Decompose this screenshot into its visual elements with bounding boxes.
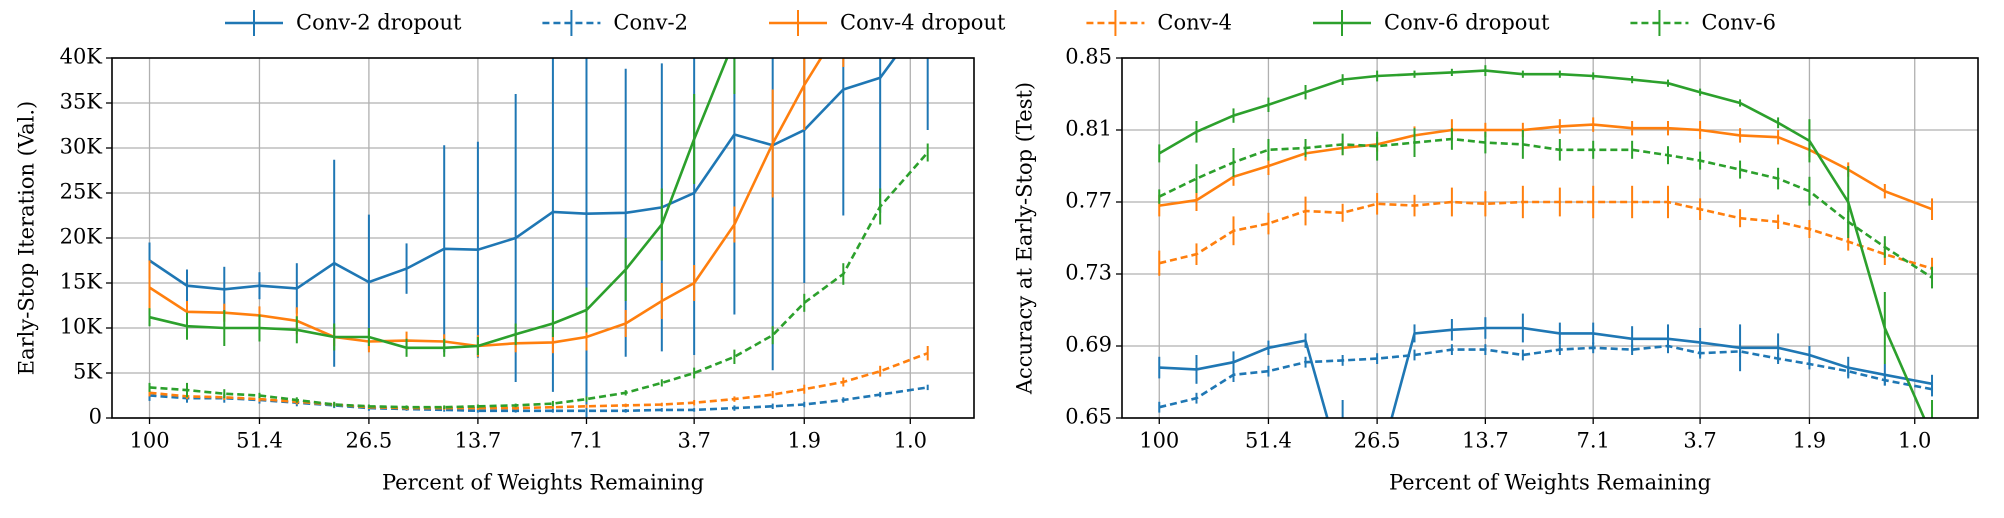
y-tick-label: 30K	[60, 135, 103, 159]
x-tick-label: 51.4	[236, 429, 283, 453]
x-tick-label: 100	[129, 429, 169, 453]
x-tick-label: 100	[1139, 429, 1179, 453]
plot-area	[1158, 65, 1934, 418]
series-line	[1158, 344, 1933, 409]
series-line	[1158, 200, 1933, 270]
y-tick-label: 40K	[60, 45, 103, 69]
x-tick-label: 7.1	[570, 429, 603, 453]
series-line	[1158, 137, 1933, 279]
legend-label: Conv-6 dropout	[1384, 11, 1550, 35]
series-line	[148, 58, 823, 348]
axes-frame	[1121, 57, 1979, 419]
series-line	[149, 151, 929, 409]
x-tick-label: 1.9	[1793, 429, 1826, 453]
legend-label: Conv-2	[613, 11, 688, 35]
y-tick-label: 0.85	[1065, 45, 1112, 69]
y-tick-label: 0.65	[1065, 405, 1112, 429]
series-line	[1158, 69, 1926, 418]
x-tick-label: 26.5	[1354, 429, 1401, 453]
series-line	[1159, 326, 1933, 418]
x-tick-label: 7.1	[1576, 429, 1609, 453]
legend-label: Conv-2 dropout	[296, 11, 462, 35]
series-line	[148, 58, 897, 291]
legend-item: Conv-2 dropout	[225, 10, 462, 36]
x-tick-label: 3.7	[677, 429, 710, 453]
y-tick-label: 10K	[60, 315, 103, 339]
legend-label: Conv-4 dropout	[840, 11, 1006, 35]
legend-item: Conv-2	[542, 10, 688, 36]
x-tick-label: 26.5	[346, 429, 393, 453]
x-tick-label: 3.7	[1683, 429, 1716, 453]
y-tick-label: 0.81	[1065, 117, 1112, 141]
y-tick-label: 0.69	[1065, 333, 1112, 357]
plot-area	[148, 58, 929, 418]
x-axis-label: Percent of Weights Remaining	[1389, 471, 1711, 495]
x-tick-label: 1.0	[894, 429, 927, 453]
y-tick-label: 15K	[60, 270, 103, 294]
series-line	[149, 351, 929, 410]
y-tick-label: 20K	[60, 225, 103, 249]
y-tick-label: 35K	[60, 90, 103, 114]
x-tick-label: 13.7	[455, 429, 502, 453]
y-tick-label: 5K	[73, 360, 102, 384]
y-tick-label: 25K	[60, 180, 103, 204]
x-axis-label: Percent of Weights Remaining	[382, 471, 704, 495]
legend-item: Conv-6 dropout	[1313, 10, 1550, 36]
y-tick-label: 0.77	[1065, 189, 1112, 213]
legend-label: Conv-6	[1701, 11, 1776, 35]
series-line	[149, 58, 729, 350]
y-axis-label: Early-Stop Iteration (Val.)	[15, 101, 39, 375]
x-tick-label: 51.4	[1245, 429, 1292, 453]
y-tick-label: 0	[89, 405, 102, 429]
axes-frame	[111, 57, 975, 419]
legend-item: Conv-4	[1086, 10, 1232, 36]
x-tick-label: 1.9	[788, 429, 821, 453]
y-tick-label: 0.73	[1065, 261, 1112, 285]
series-line	[149, 386, 928, 413]
y-axis-label: Accuracy at Early-Stop (Test)	[1013, 82, 1037, 395]
x-tick-label: 1.0	[1898, 429, 1931, 453]
legend-item: Conv-4 dropout	[769, 10, 1006, 36]
legend-item: Conv-6	[1630, 10, 1776, 36]
series-line	[1159, 123, 1933, 211]
legend-label: Conv-4	[1157, 11, 1232, 35]
x-tick-label: 13.7	[1462, 429, 1509, 453]
